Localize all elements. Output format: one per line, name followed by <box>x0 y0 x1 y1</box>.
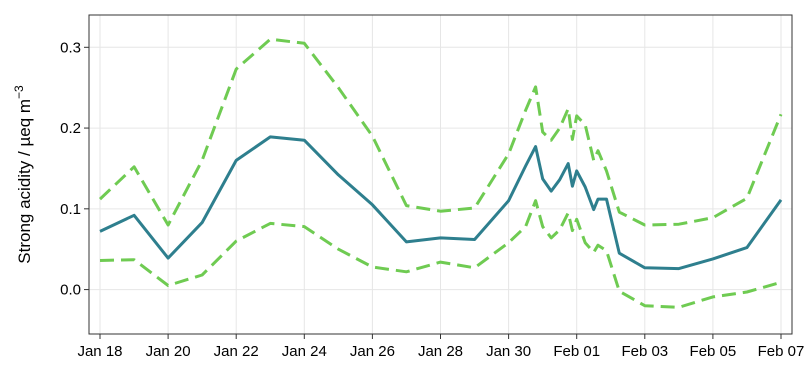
y-tick-label: 0.1 <box>60 201 81 218</box>
x-tick-label: Jan 30 <box>486 343 531 360</box>
y-axis-label-superscript: −3 <box>12 85 26 99</box>
grid-layer <box>89 15 792 334</box>
x-tick-label: Jan 20 <box>146 343 191 360</box>
x-tick-label: Jan 26 <box>350 343 395 360</box>
x-tick-label: Feb 01 <box>553 343 600 360</box>
y-axis-label-text: Strong acidity / µeq m <box>15 99 34 264</box>
series-layer <box>98 37 783 309</box>
x-tick-label: Feb 05 <box>690 343 737 360</box>
ticks-layer: Jan 18 Jan 20 Jan 22 Jan 24 Jan 26 Jan 28 Jan … <box>60 39 804 360</box>
x-tick-label: Feb 03 <box>621 343 668 360</box>
x-tick-label: Feb 07 <box>758 343 805 360</box>
dashed-series-line <box>98 37 783 227</box>
x-tick-label: Jan 18 <box>77 343 122 360</box>
y-tick-label: 0.0 <box>60 282 81 299</box>
dashed-series-line <box>99 199 782 309</box>
x-tick-label: Jan 22 <box>214 343 259 360</box>
y-axis-label: Strong acidity / µeq m−3 <box>12 85 34 264</box>
y-tick-label: 0.2 <box>60 120 81 137</box>
x-tick-label: Jan 24 <box>282 343 327 360</box>
solid-series-line <box>99 135 783 271</box>
x-tick-label: Jan 28 <box>418 343 463 360</box>
y-tick-label: 0.3 <box>60 39 81 56</box>
